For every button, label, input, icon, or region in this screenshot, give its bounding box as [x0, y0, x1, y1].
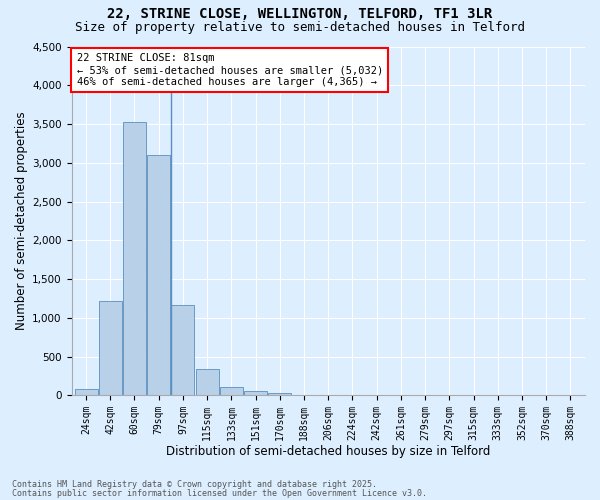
Y-axis label: Number of semi-detached properties: Number of semi-detached properties	[15, 112, 28, 330]
Bar	[268, 393, 292, 396]
Bar	[74, 389, 98, 396]
X-axis label: Distribution of semi-detached houses by size in Telford: Distribution of semi-detached houses by …	[166, 444, 490, 458]
Text: Contains public sector information licensed under the Open Government Licence v3: Contains public sector information licen…	[12, 488, 427, 498]
Text: Size of property relative to semi-detached houses in Telford: Size of property relative to semi-detach…	[75, 21, 525, 34]
Bar	[293, 394, 316, 396]
Bar	[172, 306, 194, 396]
Text: 22 STRINE CLOSE: 81sqm
← 53% of semi-detached houses are smaller (5,032)
46% of : 22 STRINE CLOSE: 81sqm ← 53% of semi-det…	[77, 54, 383, 86]
Bar	[244, 391, 267, 396]
Bar	[220, 387, 243, 396]
Text: Contains HM Land Registry data © Crown copyright and database right 2025.: Contains HM Land Registry data © Crown c…	[12, 480, 377, 489]
Text: 22, STRINE CLOSE, WELLINGTON, TELFORD, TF1 3LR: 22, STRINE CLOSE, WELLINGTON, TELFORD, T…	[107, 8, 493, 22]
Bar	[196, 369, 218, 396]
Bar	[123, 122, 146, 396]
Bar	[99, 301, 122, 396]
Bar	[147, 155, 170, 396]
